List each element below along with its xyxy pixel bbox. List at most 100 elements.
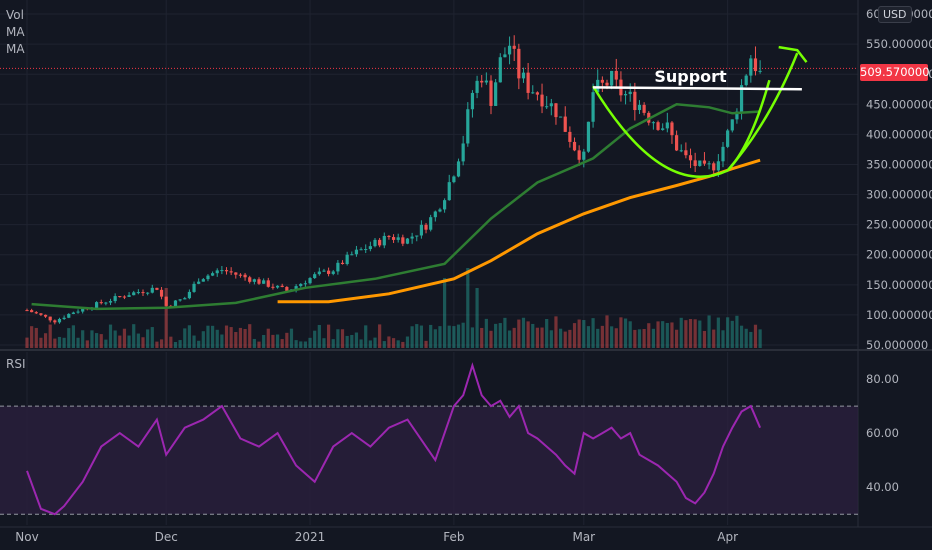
- candle-body: [721, 146, 725, 162]
- volume-bar: [248, 324, 252, 348]
- volume-bar: [118, 335, 122, 348]
- volume-bar: [164, 288, 168, 348]
- volume-bar: [447, 325, 451, 348]
- currency-button[interactable]: USD: [878, 6, 912, 23]
- candle-body: [81, 308, 85, 312]
- candle-body: [526, 72, 530, 93]
- volume-bar: [192, 335, 196, 348]
- volume-bar: [572, 323, 577, 348]
- candle-body: [220, 270, 224, 272]
- volume-bar: [238, 327, 243, 348]
- volume-bar: [545, 318, 549, 348]
- volume-bar: [201, 331, 205, 348]
- candle-body: [688, 155, 693, 161]
- candle-body: [665, 122, 669, 129]
- rsi-tick-label: 60.00: [866, 426, 899, 440]
- volume-bar: [735, 315, 739, 348]
- volume-bar: [104, 339, 108, 348]
- volume-bar: [387, 336, 391, 348]
- candle-body: [447, 182, 451, 201]
- candle-body: [67, 313, 71, 318]
- volume-bar: [582, 320, 586, 348]
- candle-body: [582, 151, 586, 160]
- volume-bar: [661, 321, 665, 348]
- candle-body: [610, 70, 614, 86]
- candle-body: [396, 237, 400, 240]
- candle-body: [285, 286, 289, 291]
- last-price-tag: 509.570000: [860, 64, 930, 81]
- volume-bar: [670, 322, 674, 348]
- candle-body: [368, 246, 372, 250]
- candle-body: [512, 45, 516, 49]
- candle-body: [568, 131, 572, 142]
- indicator-label-ma-2[interactable]: MA: [6, 42, 25, 56]
- indicator-label-ma-1[interactable]: MA: [6, 25, 25, 39]
- candle-body: [744, 75, 748, 86]
- candle-body: [197, 281, 201, 284]
- volume-bar: [665, 322, 669, 348]
- volume-bar: [600, 325, 604, 348]
- volume-bar: [466, 268, 470, 348]
- candle-body: [331, 271, 335, 274]
- volume-bar: [744, 328, 748, 348]
- candle-body: [623, 94, 628, 96]
- volume-bar: [419, 325, 423, 348]
- volume-bar: [688, 319, 693, 348]
- volume-bar: [596, 328, 600, 348]
- candle-body: [248, 277, 252, 282]
- candle-body: [308, 278, 312, 284]
- candle-body: [146, 292, 150, 294]
- candle-body: [150, 287, 154, 293]
- volume-bar: [206, 325, 210, 348]
- candle-body: [642, 104, 646, 113]
- rsi-tick-label: 40.00: [866, 480, 899, 494]
- volume-bar: [108, 324, 113, 348]
- volume-bar: [308, 337, 312, 348]
- volume-bar: [456, 324, 461, 348]
- volume-bar: [429, 324, 433, 348]
- volume-bar: [34, 327, 38, 348]
- rsi-tick-label: 80.00: [866, 372, 899, 386]
- volume-bar: [684, 320, 688, 348]
- candle-body: [540, 94, 544, 107]
- candle-body: [113, 296, 117, 302]
- volume-bar: [30, 326, 34, 348]
- volume-bar: [48, 324, 52, 348]
- candle-body: [327, 270, 331, 274]
- candle-body: [201, 279, 205, 282]
- rsi-panel-label[interactable]: RSI: [6, 357, 26, 371]
- candle-body: [577, 150, 581, 160]
- volume-bar: [178, 340, 182, 348]
- volume-bar: [173, 341, 178, 348]
- candle-body: [34, 312, 38, 314]
- candle-body: [178, 299, 182, 301]
- indicator-label-vol[interactable]: Vol: [6, 8, 24, 22]
- volume-bar: [275, 334, 280, 348]
- price-tick-label: 350.000000: [866, 157, 932, 171]
- volume-bar: [401, 341, 405, 348]
- volume-bar: [749, 331, 753, 348]
- volume-bar: [150, 327, 154, 348]
- candle-body: [48, 316, 52, 321]
- volume-bar: [280, 339, 284, 348]
- candle-body: [303, 283, 307, 285]
- candle-body: [364, 249, 368, 251]
- volume-bar: [368, 340, 372, 348]
- price-tick-label: 250.000000: [866, 218, 932, 232]
- candle-body: [141, 292, 145, 294]
- candle-body: [614, 70, 618, 80]
- candle-body: [322, 270, 326, 272]
- volume-bar: [155, 341, 159, 348]
- candle-body: [753, 58, 758, 72]
- candle-body: [730, 119, 734, 131]
- volume-bar: [637, 329, 642, 348]
- volume-bar: [99, 334, 103, 348]
- volume-bar: [758, 329, 762, 348]
- candle-body: [461, 143, 465, 162]
- candle-body: [656, 122, 660, 130]
- candle-body: [373, 239, 377, 247]
- rsi-band: [0, 406, 858, 515]
- candle-body: [187, 291, 191, 299]
- candle-body: [554, 103, 558, 118]
